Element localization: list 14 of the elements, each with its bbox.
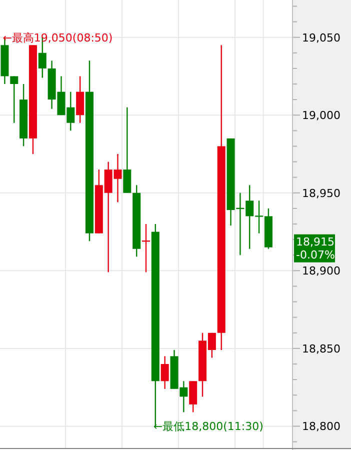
annotation: ←最高19,050(08:50) (2, 31, 113, 44)
y-tick-label: 18,850 (302, 342, 340, 356)
y-tick-label: 19,000 (302, 109, 340, 122)
text: -0.07% (296, 248, 335, 262)
y-tick-label: 18,900 (302, 264, 340, 278)
candlestick (76, 76, 84, 124)
candlestick (10, 76, 18, 124)
y-tick-label: 19,050 (302, 31, 340, 44)
y-tick-label: 18,950 (302, 186, 340, 200)
candlestick (123, 106, 132, 194)
text: 18,915 (296, 235, 334, 248)
candlestick (160, 356, 169, 390)
candlestick (189, 380, 198, 413)
y-tick-label: 18,800 (302, 420, 340, 434)
